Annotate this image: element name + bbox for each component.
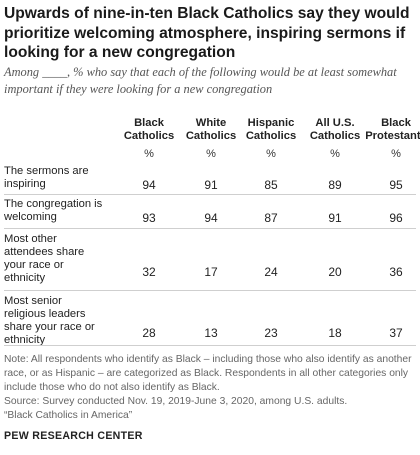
note-line: Source: Survey conducted Nov. 19, 2019-J… bbox=[4, 395, 348, 407]
row-label: The sermons are inspiring bbox=[4, 165, 89, 190]
data-cell: 32 bbox=[142, 265, 156, 279]
column-header: Hispanic Catholics bbox=[245, 117, 297, 142]
note-line: race, or as Hispanic – are categorized a… bbox=[4, 367, 409, 379]
data-cell: 91 bbox=[204, 178, 218, 192]
note-line: “Black Catholics in America” bbox=[4, 409, 133, 421]
data-cell: 95 bbox=[389, 178, 403, 192]
row-divider bbox=[4, 194, 416, 195]
unit-label: % bbox=[206, 148, 216, 160]
note-line: Note: All respondents who identify as Bl… bbox=[4, 354, 412, 365]
note-line: include those who do not also identify a… bbox=[4, 381, 220, 393]
data-cell: 13 bbox=[204, 326, 218, 340]
chart-subtitle: Among ____, % who say that each of the f… bbox=[4, 65, 397, 96]
data-cell: 94 bbox=[204, 211, 218, 225]
unit-label: % bbox=[391, 148, 401, 160]
data-cell: 24 bbox=[264, 265, 278, 279]
row-label: Most senior religious leaders share your… bbox=[4, 295, 95, 346]
data-cell: 93 bbox=[142, 211, 156, 225]
source-note: Note: All respondents who identify as Bl… bbox=[4, 353, 418, 423]
row-divider bbox=[4, 228, 416, 229]
data-cell: 89 bbox=[328, 178, 342, 192]
column-header: All U.S. Catholics bbox=[309, 117, 361, 142]
data-cell: 23 bbox=[264, 326, 278, 340]
data-cell: 17 bbox=[204, 265, 218, 279]
unit-label: % bbox=[330, 148, 340, 160]
data-cell: 85 bbox=[264, 178, 278, 192]
footer-brand: PEW RESEARCH CENTER bbox=[4, 430, 143, 442]
row-divider bbox=[4, 345, 416, 346]
data-cell: 94 bbox=[142, 178, 156, 192]
data-cell: 28 bbox=[142, 326, 156, 340]
data-cell: 37 bbox=[389, 326, 403, 340]
data-cell: 87 bbox=[264, 211, 278, 225]
column-header: Black Protestants bbox=[365, 117, 420, 142]
unit-label: % bbox=[144, 148, 154, 160]
data-cell: 36 bbox=[389, 265, 403, 279]
data-cell: 96 bbox=[389, 211, 403, 225]
row-label: The congregation is welcoming bbox=[4, 198, 103, 223]
data-cell: 18 bbox=[328, 326, 342, 340]
chart-title: Upwards of nine-in-ten Black Catholics s… bbox=[4, 5, 410, 61]
unit-label: % bbox=[266, 148, 276, 160]
row-divider bbox=[4, 290, 416, 291]
column-header: Black Catholics bbox=[123, 117, 175, 142]
data-cell: 20 bbox=[328, 265, 342, 279]
data-cell: 91 bbox=[328, 211, 342, 225]
column-header: White Catholics bbox=[185, 117, 237, 142]
row-label: Most other attendees share your race or … bbox=[4, 233, 85, 284]
